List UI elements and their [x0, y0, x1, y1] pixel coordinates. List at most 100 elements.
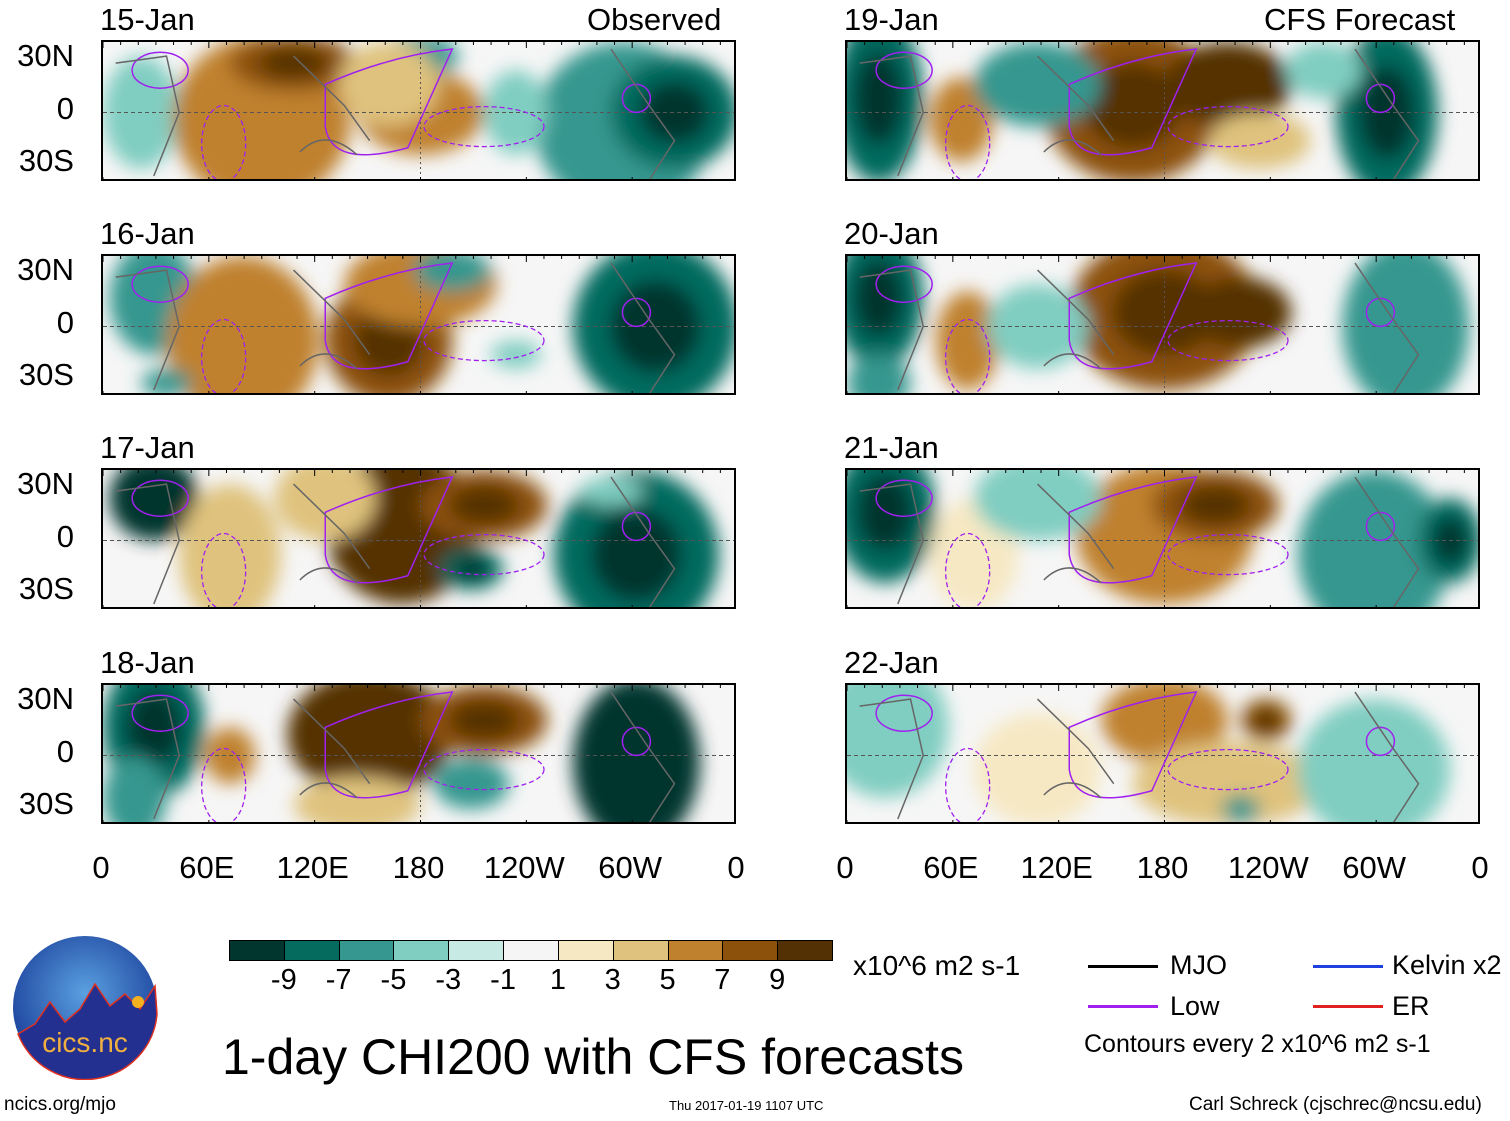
low-contour: [875, 265, 933, 303]
legend-low-line: [1088, 1005, 1158, 1008]
anomaly-region: [1221, 794, 1260, 822]
anomaly-region: [337, 42, 440, 127]
anomaly-region: [610, 279, 701, 374]
low-contour: [1365, 297, 1396, 328]
anomaly-region: [484, 70, 548, 155]
lat-tick-label: 30S: [18, 357, 74, 392]
lon-tick-label: 180: [1136, 850, 1189, 885]
anomaly-region: [857, 473, 914, 552]
colorbar-swatch: [229, 940, 285, 961]
anomaly-region: [166, 256, 319, 393]
legend-kelvin-label: Kelvin x2: [1392, 950, 1502, 980]
low-contour: [1365, 83, 1396, 114]
figure-title: 1-day CHI200 with CFS forecasts: [222, 1029, 964, 1085]
colorbar-swatch: [667, 940, 724, 961]
left-map-panel-4: [101, 683, 736, 824]
low-contour: [945, 318, 991, 393]
lat-tick-label: 0: [56, 91, 74, 126]
colorbar-swatch: [777, 940, 833, 961]
low-contour: [1068, 476, 1198, 584]
cics-logo: cics.nc: [13, 936, 158, 1080]
colorbar-label: 3: [604, 964, 621, 996]
colorbar-units: x10^6 m2 s-1: [853, 950, 1021, 981]
panel-date-label: 15-Jan: [100, 2, 195, 37]
anomaly-region: [293, 776, 421, 822]
colorbar-swatch: [338, 940, 395, 961]
panel-date-label: 16-Jan: [100, 216, 195, 251]
anomaly-region: [847, 354, 911, 393]
coastlines: [859, 262, 1420, 393]
panel-date-label: 18-Jan: [100, 645, 195, 680]
anomaly-region: [590, 508, 682, 602]
footer-author: Carl Schreck (cjschrec@ncsu.edu): [1189, 1094, 1482, 1115]
low-contour: [1068, 691, 1198, 799]
lon-tick-label: 120W: [483, 850, 565, 885]
colorbar-swatch: [612, 940, 669, 961]
anomaly-region: [579, 477, 643, 506]
low-contour: [875, 51, 933, 89]
lon-tick-label: 180: [392, 850, 445, 885]
right-map-panel-4: [845, 683, 1480, 824]
low-contour: [423, 319, 545, 362]
colorbar-label: 9: [769, 964, 786, 996]
lon-tick-label: 0: [1471, 850, 1489, 885]
low-contour: [1068, 262, 1198, 370]
lon-tick-label: 60W: [598, 850, 663, 885]
anomaly-region: [854, 259, 904, 338]
lon-tick-label: 120W: [1227, 850, 1309, 885]
panel-date-label: 20-Jan: [844, 216, 939, 251]
low-contour: [945, 104, 991, 179]
anomaly-region: [639, 81, 710, 144]
anomaly-region: [433, 758, 510, 810]
low-contour: [201, 532, 247, 607]
low-contour: [945, 747, 991, 822]
panel-date-label: 19-Jan: [844, 2, 939, 37]
anomaly-region: [1297, 699, 1451, 822]
legend-kelvin-line: [1313, 965, 1383, 968]
low-contour: [875, 694, 933, 732]
lon-tick-label: 0: [92, 850, 110, 885]
lon-tick-label: 0: [727, 850, 745, 885]
anomaly-region: [1285, 42, 1362, 99]
colorbar-label: -1: [490, 964, 516, 996]
lon-tick-label: 120E: [1020, 850, 1093, 885]
coastlines: [115, 691, 676, 822]
low-contour: [621, 297, 652, 328]
colorbar-label: -7: [325, 964, 352, 996]
low-contour: [1068, 48, 1198, 156]
anomaly-region: [1193, 61, 1263, 108]
anomaly-region: [453, 557, 489, 581]
low-contour: [875, 479, 933, 517]
legend-er-line: [1313, 1005, 1383, 1008]
low-contour: [324, 48, 454, 156]
anomaly-region: [1083, 62, 1182, 149]
low-contour: [1167, 748, 1289, 791]
anomaly-region: [414, 256, 491, 292]
anomaly-region: [601, 716, 672, 810]
forecast-header: CFS Forecast: [1264, 2, 1456, 37]
legend-mjo-label: MJO: [1170, 950, 1227, 980]
anomaly-region: [274, 470, 377, 541]
observed-header: Observed: [587, 2, 722, 37]
anomaly-region: [854, 51, 904, 145]
anomaly-region: [1180, 485, 1251, 525]
lat-tick-label: 30S: [18, 571, 74, 606]
footer-url[interactable]: ncics.org/mjo: [4, 1094, 116, 1115]
anomaly-region: [141, 368, 192, 393]
left-map-panel-3: [101, 468, 736, 609]
colorbar-swatch: [557, 940, 614, 961]
anomaly-region: [974, 713, 1101, 822]
low-contour: [1167, 319, 1289, 362]
lon-tick-label: 60W: [1342, 850, 1407, 885]
legend-low-label: Low: [1170, 991, 1220, 1021]
left-map-panel-2: [101, 254, 736, 395]
colorbar-swatch: [283, 940, 340, 961]
footer-timestamp: Thu 2017-01-19 1107 UTC: [669, 1098, 824, 1113]
colorbar-swatch: [448, 940, 505, 961]
left-map-panel-1: [101, 40, 736, 181]
lon-tick-label: 0: [836, 850, 854, 885]
colorbar-label: 7: [714, 964, 731, 996]
lat-tick-label: 0: [56, 519, 74, 554]
colorbar-swatch: [503, 940, 559, 961]
